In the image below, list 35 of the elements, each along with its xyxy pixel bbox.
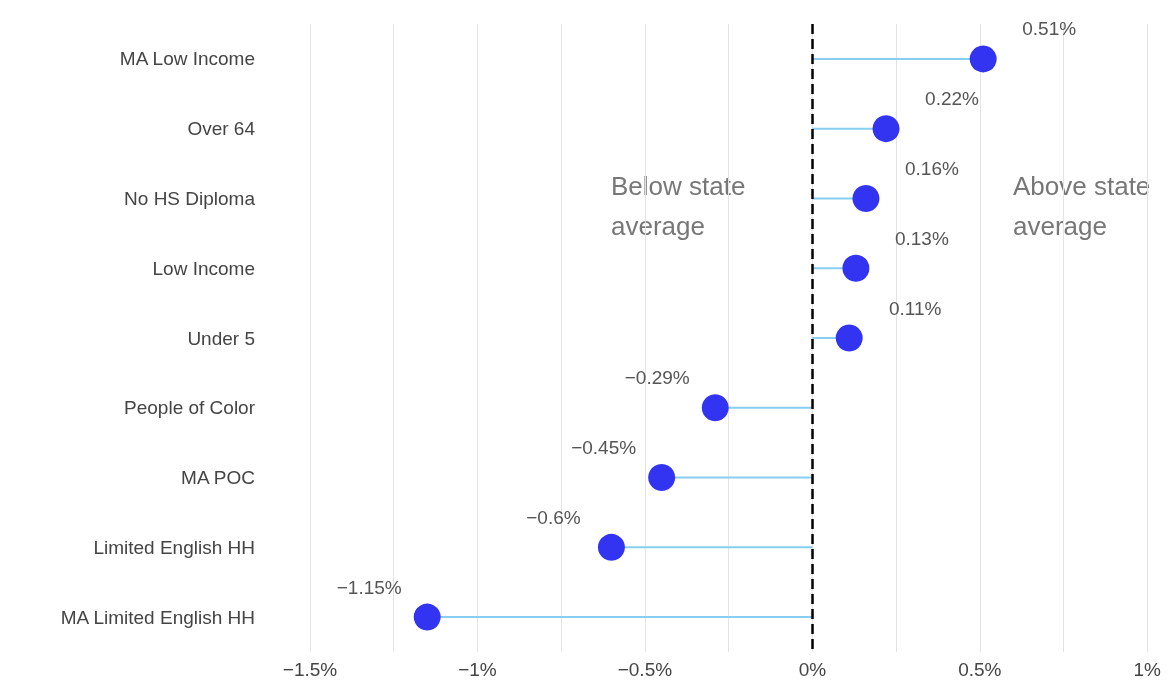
y-tick-label: No HS Diploma [124,187,256,209]
data-label: 0.16% [905,157,959,179]
point [872,115,900,143]
x-tick-label: −0.5% [617,659,673,680]
data-label: −0.6% [526,506,581,528]
x-tick-label: −1.5% [282,659,338,680]
x-tick-label: 0.5% [958,659,1002,680]
point [852,184,880,212]
data-label: 0.13% [894,227,949,249]
point [648,464,676,492]
x-tick-label: −1% [458,659,497,680]
x-tick-label: 0% [798,659,827,680]
point [701,394,729,422]
y-tick-label: MA Low Income [119,48,255,70]
data-label: 0.11% [888,297,942,319]
point [413,603,441,631]
y-tick-label: Over 64 [187,118,256,140]
y-tick-label: Limited English HH [93,536,255,558]
data-label: −1.15% [336,576,402,598]
annotation: Below state average [611,171,746,241]
y-tick-label: Under 5 [187,327,255,349]
annotation: Above state average [1013,171,1151,241]
data-label: 0.22% [925,88,980,110]
y-tick-label: People of Color [124,397,256,419]
data-label: 0.51% [1022,18,1077,40]
data-label: −0.45% [571,437,637,459]
point [597,533,625,561]
y-tick-label: MA POC [181,467,255,489]
x-tick-label: 1% [1133,659,1162,680]
point [842,254,870,282]
point [969,45,997,73]
point [835,324,863,352]
data-label: −0.29% [624,367,690,389]
y-tick-label: Low Income [152,257,255,279]
y-tick-label: MA Limited English HH [60,606,255,628]
